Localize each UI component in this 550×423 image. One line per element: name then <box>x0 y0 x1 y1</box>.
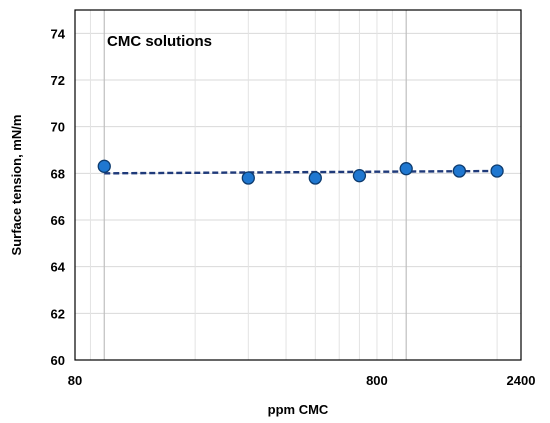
data-point <box>399 162 413 176</box>
data-point <box>308 171 322 185</box>
data-point <box>97 159 111 173</box>
y-axis-title: Surface tension, mN/m <box>9 115 24 256</box>
data-point <box>452 164 467 178</box>
x-tick-label: 80 <box>68 373 82 388</box>
y-tick-label: 68 <box>51 166 65 181</box>
y-tick-label: 64 <box>51 260 66 275</box>
trendline <box>104 169 498 175</box>
plot-area <box>74 9 522 361</box>
y-tick-label: 62 <box>51 306 65 321</box>
x-tick-label: 2400 <box>507 373 536 388</box>
data-point <box>490 164 504 178</box>
data-point <box>352 169 367 183</box>
data-points <box>97 159 504 185</box>
y-tick-label: 66 <box>51 213 65 228</box>
y-tick-label: 72 <box>51 73 65 88</box>
y-tick-label: 74 <box>51 26 66 41</box>
data-point <box>241 171 255 185</box>
y-tick-label: 60 <box>51 353 65 368</box>
x-tick-label: 800 <box>366 373 388 388</box>
x-tick-labels: 80 800 2400 <box>68 373 536 388</box>
chart-annotation: CMC solutions <box>107 33 212 50</box>
grid <box>75 10 521 361</box>
x-axis-title: ppm CMC <box>268 402 329 417</box>
y-tick-labels: 60 62 64 66 68 70 72 74 <box>51 26 66 368</box>
trendline-group <box>104 169 498 175</box>
y-tick-label: 70 <box>51 120 65 135</box>
